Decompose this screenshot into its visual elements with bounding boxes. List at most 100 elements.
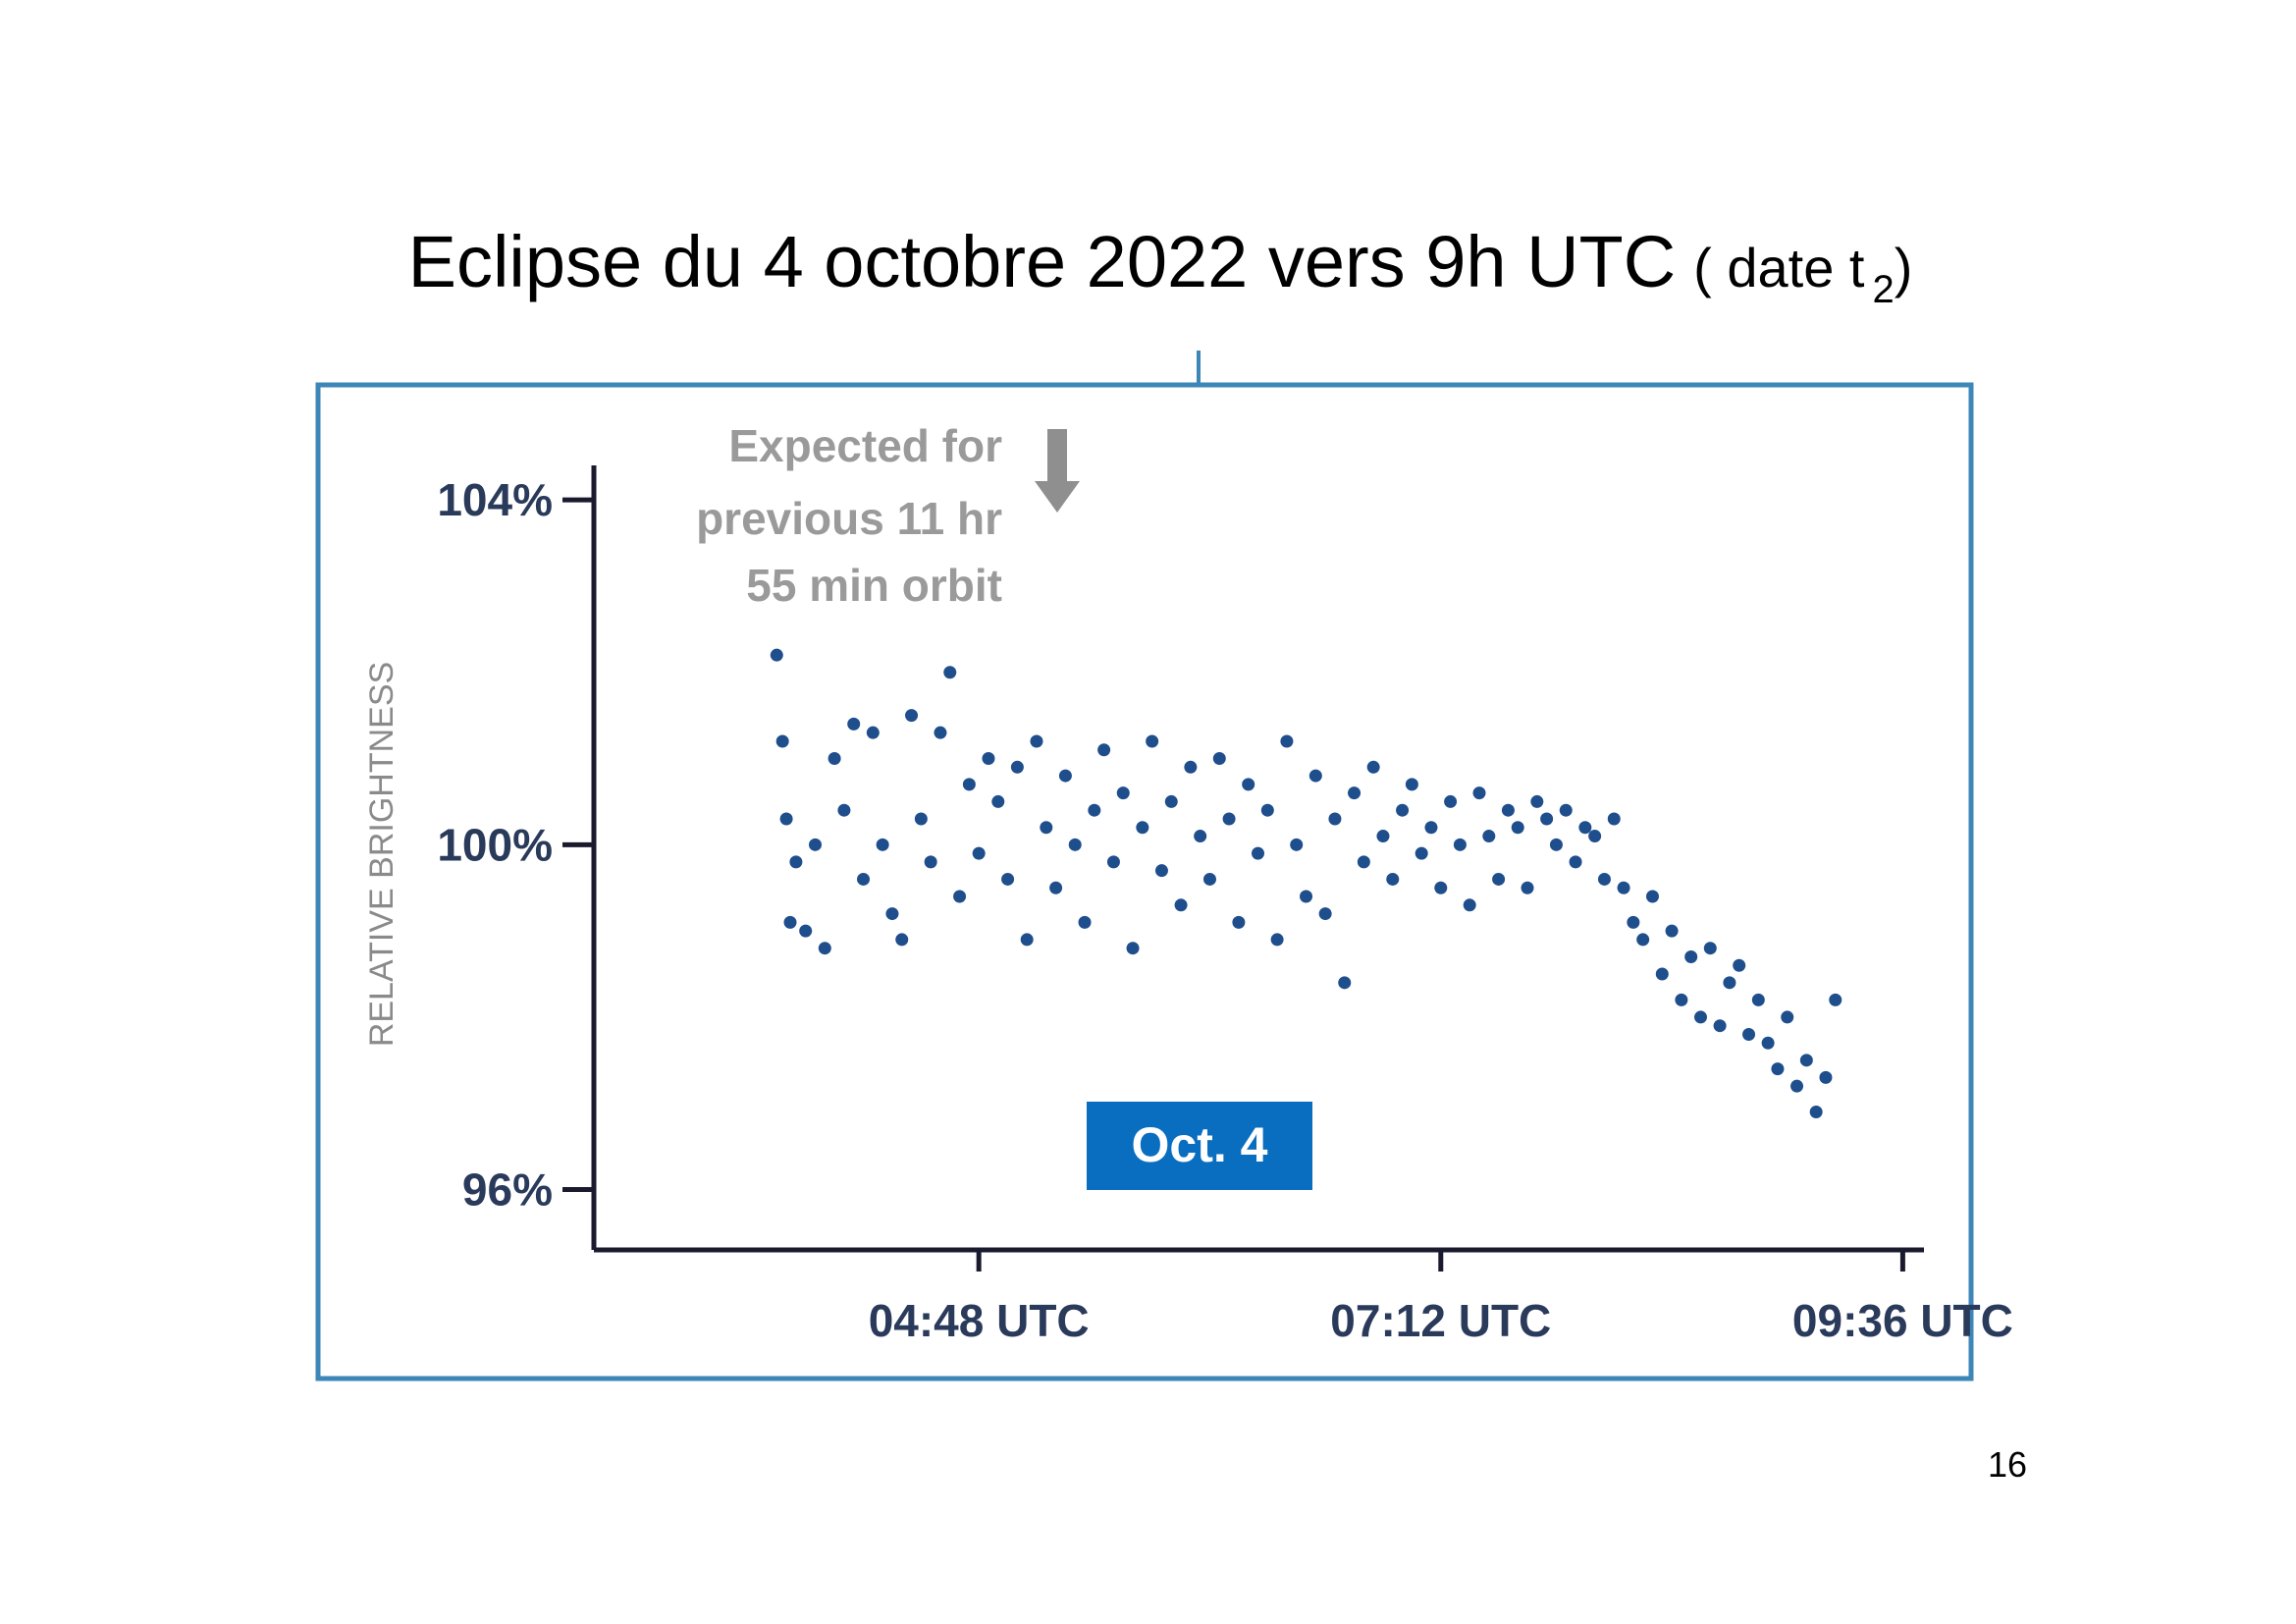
data-point (885, 907, 899, 921)
data-point (1675, 993, 1688, 1006)
data-point (1809, 1106, 1823, 1119)
data-point (857, 872, 871, 886)
data-point (866, 726, 880, 739)
x-tick-label: 07:12 UTC (1330, 1295, 1551, 1346)
data-point (1212, 752, 1226, 766)
data-point (962, 778, 976, 791)
data-point (1723, 976, 1736, 990)
data-point (1569, 855, 1582, 869)
data-point (1001, 872, 1015, 886)
data-point (1116, 786, 1130, 800)
y-tick-label: 96% (462, 1164, 553, 1216)
y-axis-title: RELATIVE BRIGHTNESS (363, 662, 400, 1047)
data-point (1761, 1036, 1775, 1050)
data-point (1058, 769, 1072, 783)
page-number: 16 (1988, 1444, 2027, 1485)
data-point (789, 855, 803, 869)
data-point (1751, 993, 1765, 1006)
data-point (847, 717, 861, 731)
data-point (982, 752, 995, 766)
data-point (1088, 803, 1101, 817)
data-point (1530, 794, 1544, 808)
annotation-line: Expected for (728, 420, 1002, 471)
data-point (934, 726, 947, 739)
data-point (1472, 786, 1486, 800)
data-point (1357, 855, 1370, 869)
data-point (799, 924, 813, 938)
data-point (1020, 933, 1034, 947)
data-point (1164, 794, 1178, 808)
data-point (783, 915, 797, 929)
data-point (1655, 967, 1669, 981)
data-point (914, 812, 928, 826)
data-point (1607, 812, 1621, 826)
data-point (1482, 830, 1496, 843)
slide-title: Eclipse du 4 octobre 2022 vers 9h UTC ( d… (408, 221, 1913, 311)
title-main: Eclipse du 4 octobre 2022 vers 9h UTC (408, 221, 1677, 302)
data-point (1588, 830, 1602, 843)
data-point (837, 803, 851, 817)
data-point (1126, 942, 1140, 955)
data-point (1184, 760, 1198, 774)
data-point (1627, 915, 1640, 929)
data-point (1232, 915, 1246, 929)
data-point (1559, 803, 1573, 817)
x-tick-label: 09:36 UTC (1792, 1295, 2013, 1346)
annotation: Expected for previous 11 hr 55 min orbit (696, 420, 1002, 611)
data-point (1549, 838, 1563, 851)
data-point (1492, 872, 1506, 886)
data-point (1540, 812, 1554, 826)
title-subscript: 2 (1873, 268, 1895, 311)
data-point (1290, 838, 1304, 851)
legend-label: Oct. 4 (1132, 1117, 1268, 1172)
annotation-line: previous 11 hr (696, 493, 1002, 544)
data-point (1348, 786, 1362, 800)
data-point (1252, 846, 1264, 860)
data-point (1308, 769, 1322, 783)
data-point (1030, 734, 1043, 748)
data-point (1078, 915, 1092, 929)
data-point (1713, 1019, 1727, 1033)
data-point (1799, 1054, 1813, 1067)
data-point (972, 846, 986, 860)
data-point (1790, 1079, 1804, 1093)
data-point (779, 812, 793, 826)
data-point (991, 794, 1005, 808)
data-point (1733, 958, 1746, 972)
data-point (1106, 855, 1120, 869)
data-point (1453, 838, 1467, 851)
data-point (1703, 942, 1717, 955)
data-point (809, 838, 822, 851)
data-point (1270, 933, 1284, 947)
data-point (1222, 812, 1236, 826)
data-point (770, 648, 783, 662)
annotation-line: 55 min orbit (746, 560, 1002, 611)
data-point (1597, 872, 1611, 886)
data-point (1010, 760, 1024, 774)
data-point (1174, 898, 1188, 912)
data-point (943, 666, 957, 679)
data-point (1376, 830, 1390, 843)
data-point (1318, 907, 1332, 921)
data-point (905, 709, 919, 723)
data-point (1424, 821, 1438, 835)
data-point (1260, 803, 1274, 817)
data-point (1665, 924, 1679, 938)
data-point (1049, 881, 1063, 894)
data-point (1434, 881, 1448, 894)
data-point (1771, 1062, 1785, 1076)
data-point (1242, 778, 1255, 791)
chart-frame (315, 382, 1974, 1381)
data-point (1742, 1027, 1756, 1041)
y-tick-label: 104% (437, 474, 553, 525)
data-point (1202, 872, 1216, 886)
data-point (1136, 821, 1149, 835)
title-note: ( date t (1693, 237, 1865, 298)
data-point (1328, 812, 1342, 826)
data-point (1636, 933, 1650, 947)
data-point (1300, 890, 1313, 903)
arrow-icon (1035, 429, 1080, 513)
data-point (1829, 993, 1842, 1006)
